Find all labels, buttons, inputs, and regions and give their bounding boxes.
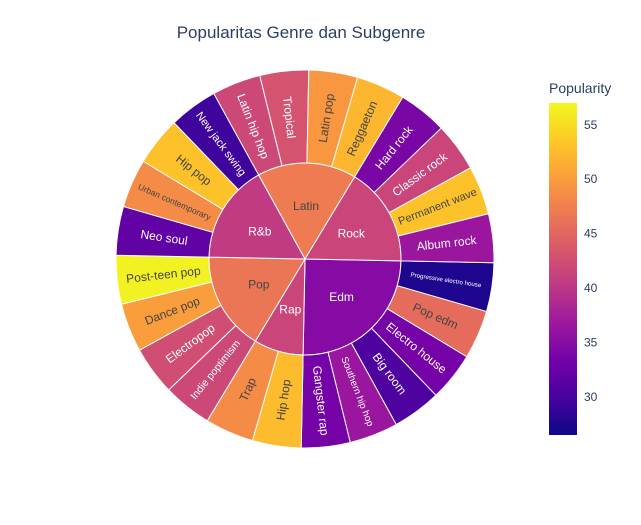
- colorbar-tick-label: 35: [584, 335, 598, 349]
- colorbar-tick-label: 30: [584, 390, 598, 404]
- colorbar-gradient: [549, 103, 577, 435]
- genre-label-r-b: R&b: [248, 225, 272, 239]
- subgenre-label-hip-hop: Hip hop: [274, 378, 294, 421]
- genre-label-edm: Edm: [329, 290, 354, 304]
- colorbar: Popularity 30 35 40 45 50 55: [549, 80, 611, 435]
- subgenre-label-tropical: Tropical: [280, 96, 299, 140]
- colorbar-tick-label: 40: [584, 281, 598, 295]
- genre-label-rap: Rap: [279, 303, 301, 317]
- colorbar-title: Popularity: [549, 80, 611, 96]
- subgenre-slice-album-rock[interactable]: [397, 213, 495, 264]
- colorbar-tick-label: 45: [584, 227, 598, 241]
- chart-title: Popularitas Genre dan Subgenre: [177, 23, 426, 42]
- subgenre-label-album-rock: Album rock: [416, 233, 478, 254]
- colorbar-tick-label: 50: [584, 172, 598, 186]
- colorbar-tick-label: 55: [584, 118, 598, 132]
- genre-label-pop: Pop: [248, 277, 270, 291]
- colorbar-ticks: 30 35 40 45 50 55: [584, 118, 598, 404]
- genre-label-latin: Latin: [293, 199, 319, 213]
- genre-label-rock: Rock: [338, 227, 366, 241]
